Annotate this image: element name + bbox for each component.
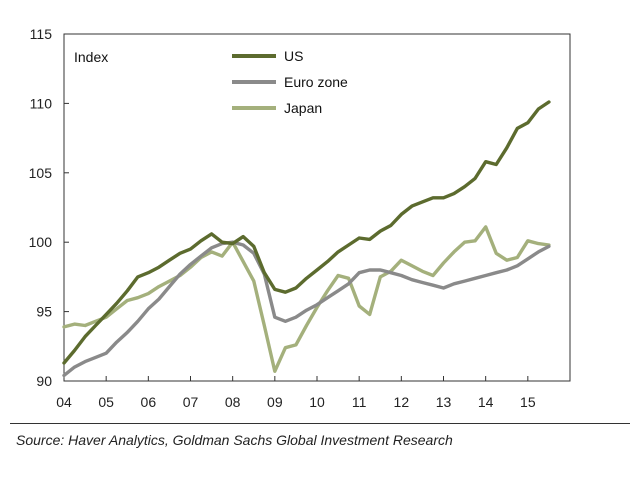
y-tick-label: 95 [36, 304, 52, 320]
series-line-euro-zone [62, 240, 551, 378]
series-line-us [62, 100, 551, 365]
x-tick-label: 11 [352, 394, 367, 410]
y-tick-label: 105 [29, 165, 53, 181]
x-tick-label: 05 [98, 394, 114, 410]
series-layer [62, 100, 551, 378]
y-axis-label: Index [74, 49, 108, 65]
y-tick-label: 90 [36, 373, 52, 389]
x-tick-label: 07 [183, 394, 199, 410]
y-tick-label: 115 [30, 26, 53, 42]
line-chart: Index 90 95 100 105 110 115 04 05 06 07 08 09 10 11 1… [29, 26, 571, 410]
x-tick-label: 10 [309, 394, 325, 410]
series-line-japan [62, 225, 551, 373]
y-tick-label: 110 [30, 95, 53, 111]
y-axis: 90 95 100 105 110 115 [29, 26, 69, 389]
legend-label-japan: Japan [284, 100, 322, 116]
x-axis: 04 05 06 07 08 09 10 11 12 13 14 15 [56, 376, 536, 410]
source-divider [10, 423, 630, 424]
x-tick-label: 13 [436, 394, 452, 410]
x-tick-label: 12 [394, 394, 410, 410]
y-tick-label: 100 [29, 234, 53, 250]
x-tick-label: 08 [225, 394, 241, 410]
legend-label-us: US [284, 48, 303, 64]
x-tick-label: 09 [267, 394, 283, 410]
x-tick-label: 15 [520, 394, 536, 410]
legend: US Euro zone Japan [232, 48, 348, 116]
x-tick-label: 14 [478, 394, 494, 410]
x-tick-label: 04 [56, 394, 72, 410]
legend-label-euro-zone: Euro zone [284, 74, 348, 90]
source-note: Source: Haver Analytics, Goldman Sachs G… [16, 432, 453, 448]
x-tick-label: 06 [141, 394, 157, 410]
